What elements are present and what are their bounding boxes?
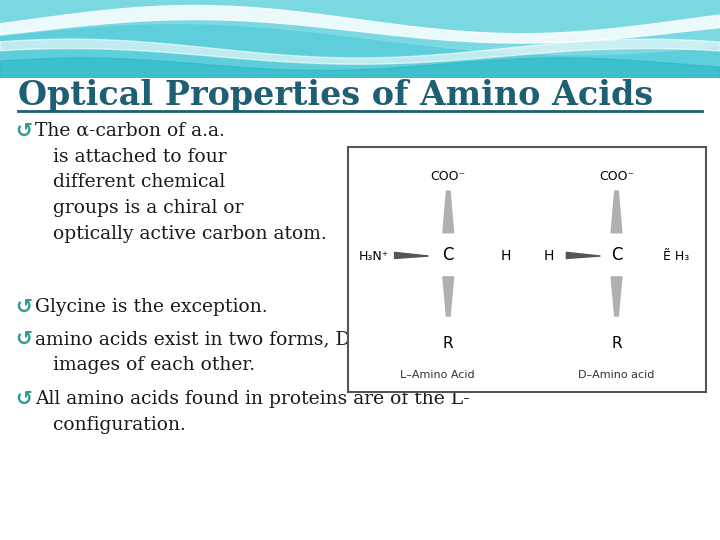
Text: Optical Properties of Amino Acids: Optical Properties of Amino Acids [18,78,653,111]
Text: D–Amino acid: D–Amino acid [578,370,654,380]
Text: ↺: ↺ [15,298,32,317]
Text: R: R [611,335,622,350]
Text: amino acids exist in two forms, D and L,  that are mirror
   images of each othe: amino acids exist in two forms, D and L,… [35,330,570,374]
Polygon shape [443,277,454,316]
Polygon shape [395,252,428,259]
Text: C: C [443,246,454,264]
Text: ↺: ↺ [15,122,32,141]
Text: ↺: ↺ [15,330,32,349]
Text: All amino acids found in proteins are of the L-
   configuration.: All amino acids found in proteins are of… [35,390,469,434]
Text: COO⁻: COO⁻ [431,170,466,183]
Text: H₃N⁺: H₃N⁺ [359,249,389,262]
Text: H: H [500,249,510,263]
Text: H: H [544,249,554,263]
Text: R: R [443,335,454,350]
Text: COO⁻: COO⁻ [599,170,634,183]
Text: Ẽ H₃: Ẽ H₃ [663,249,689,262]
Polygon shape [611,191,622,233]
Text: ↺: ↺ [15,390,32,409]
Polygon shape [443,191,454,233]
Bar [348,147,706,392]
Text: L–Amino Acid: L–Amino Acid [400,370,474,380]
Text: C: C [611,246,622,264]
Polygon shape [611,277,622,316]
Polygon shape [567,252,600,259]
Text: Glycine is the exception.: Glycine is the exception. [35,298,268,316]
Text: The α-carbon of a.a.
   is attached to four
   different chemical
   groups is a: The α-carbon of a.a. is attached to four… [35,122,327,243]
